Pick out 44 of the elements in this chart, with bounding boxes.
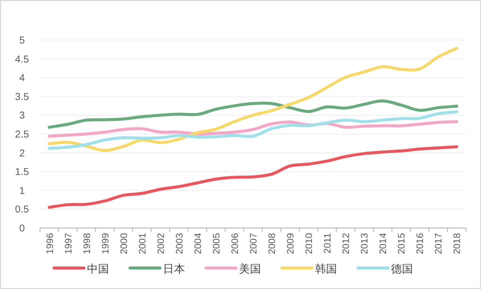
x-tick-label: 2012 (341, 233, 352, 254)
x-tick-label: 2013 (360, 233, 371, 254)
x-tick-label: 1997 (63, 233, 74, 254)
legend-label: 日本 (163, 262, 185, 276)
y-tick-label: 3 (19, 110, 26, 122)
x-tick-label: 2004 (192, 233, 204, 254)
x-tick-label: 2016 (415, 233, 426, 254)
x-tick-label: 2014 (378, 233, 390, 254)
line-series (48, 110, 458, 150)
y-tick-label: 4 (19, 73, 26, 84)
x-tick-label: 2006 (230, 233, 241, 254)
x-tick-label: 1998 (82, 233, 93, 254)
x-tick-label: 1996 (44, 233, 56, 254)
x-tick-label: 2011 (322, 233, 334, 254)
y-tick-label: 0.5 (15, 204, 30, 216)
x-tick-label: 1999 (100, 233, 112, 254)
line-series (48, 120, 458, 138)
legend-label: 韩国 (315, 262, 337, 276)
x-tick-label: 2003 (174, 233, 186, 254)
y-tick-label: 1 (19, 186, 26, 197)
y-tick-label: 2.5 (15, 130, 30, 140)
y-tick-label: 1.5 (15, 167, 30, 178)
y-tick-label: 2 (19, 148, 26, 160)
y-tick-label: 3.5 (15, 92, 30, 103)
x-tick-label: 2010 (304, 233, 316, 254)
line-series (48, 46, 458, 152)
x-tick-label: 2008 (267, 233, 278, 254)
line-series (48, 99, 458, 129)
legend-label: 美国 (239, 262, 261, 276)
x-tick-label: 2001 (137, 233, 148, 254)
x-tick-label: 2000 (118, 233, 130, 254)
legend-label: 德国 (391, 264, 413, 276)
x-tick-label: 2017 (434, 233, 445, 254)
x-tick-label: 2007 (248, 233, 260, 254)
y-tick-label: 5 (19, 36, 26, 46)
x-tick-label: 2015 (396, 233, 408, 254)
y-tick-label: 0 (19, 224, 26, 234)
x-tick-label: 2002 (156, 233, 167, 254)
x-tick-label: 2018 (452, 233, 464, 254)
y-tick-label: 4.5 (15, 54, 30, 66)
legend-label: 中国 (87, 262, 109, 276)
x-tick-label: 2005 (211, 233, 222, 254)
x-tick-label: 2009 (286, 233, 297, 254)
line-series (48, 145, 458, 209)
